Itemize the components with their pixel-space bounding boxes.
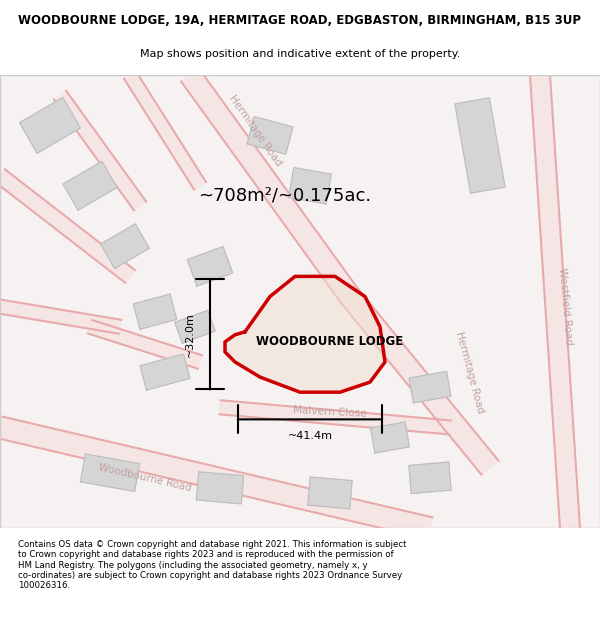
Polygon shape: [54, 91, 146, 211]
Polygon shape: [196, 472, 244, 504]
Polygon shape: [308, 477, 352, 509]
Text: WOODBOURNE LODGE: WOODBOURNE LODGE: [256, 336, 404, 348]
Polygon shape: [225, 276, 385, 392]
Polygon shape: [20, 98, 80, 153]
Polygon shape: [455, 98, 505, 193]
Polygon shape: [220, 400, 451, 434]
Text: ~32.0m: ~32.0m: [185, 312, 195, 357]
Polygon shape: [530, 74, 580, 529]
Text: WOODBOURNE LODGE, 19A, HERMITAGE ROAD, EDGBASTON, BIRMINGHAM, B15 3UP: WOODBOURNE LODGE, 19A, HERMITAGE ROAD, E…: [19, 14, 581, 28]
Polygon shape: [409, 371, 451, 403]
Polygon shape: [101, 224, 149, 269]
Text: Hermitage Road: Hermitage Road: [454, 330, 486, 414]
Text: Contains OS data © Crown copyright and database right 2021. This information is : Contains OS data © Crown copyright and d…: [18, 540, 407, 591]
Polygon shape: [0, 299, 121, 334]
Polygon shape: [133, 294, 177, 329]
Text: Hermitage Road: Hermitage Road: [227, 93, 283, 168]
Polygon shape: [187, 246, 233, 286]
Text: Woodbourne Road: Woodbourne Road: [98, 462, 193, 493]
Text: Map shows position and indicative extent of the property.: Map shows position and indicative extent…: [140, 49, 460, 59]
Polygon shape: [88, 320, 202, 369]
Text: ~41.4m: ~41.4m: [287, 431, 332, 441]
Polygon shape: [0, 417, 433, 539]
Polygon shape: [371, 422, 409, 453]
Polygon shape: [140, 354, 190, 390]
Polygon shape: [289, 168, 331, 204]
Polygon shape: [0, 169, 135, 282]
Polygon shape: [341, 289, 499, 475]
Polygon shape: [181, 69, 359, 303]
Polygon shape: [124, 71, 206, 189]
Polygon shape: [175, 310, 215, 343]
Polygon shape: [80, 454, 140, 491]
Polygon shape: [247, 117, 293, 154]
Text: ~708m²/~0.175ac.: ~708m²/~0.175ac.: [199, 187, 371, 205]
Text: Malvern Close: Malvern Close: [293, 406, 367, 419]
Polygon shape: [63, 161, 117, 210]
Polygon shape: [409, 462, 451, 494]
Text: Westfield Road: Westfield Road: [557, 268, 574, 346]
